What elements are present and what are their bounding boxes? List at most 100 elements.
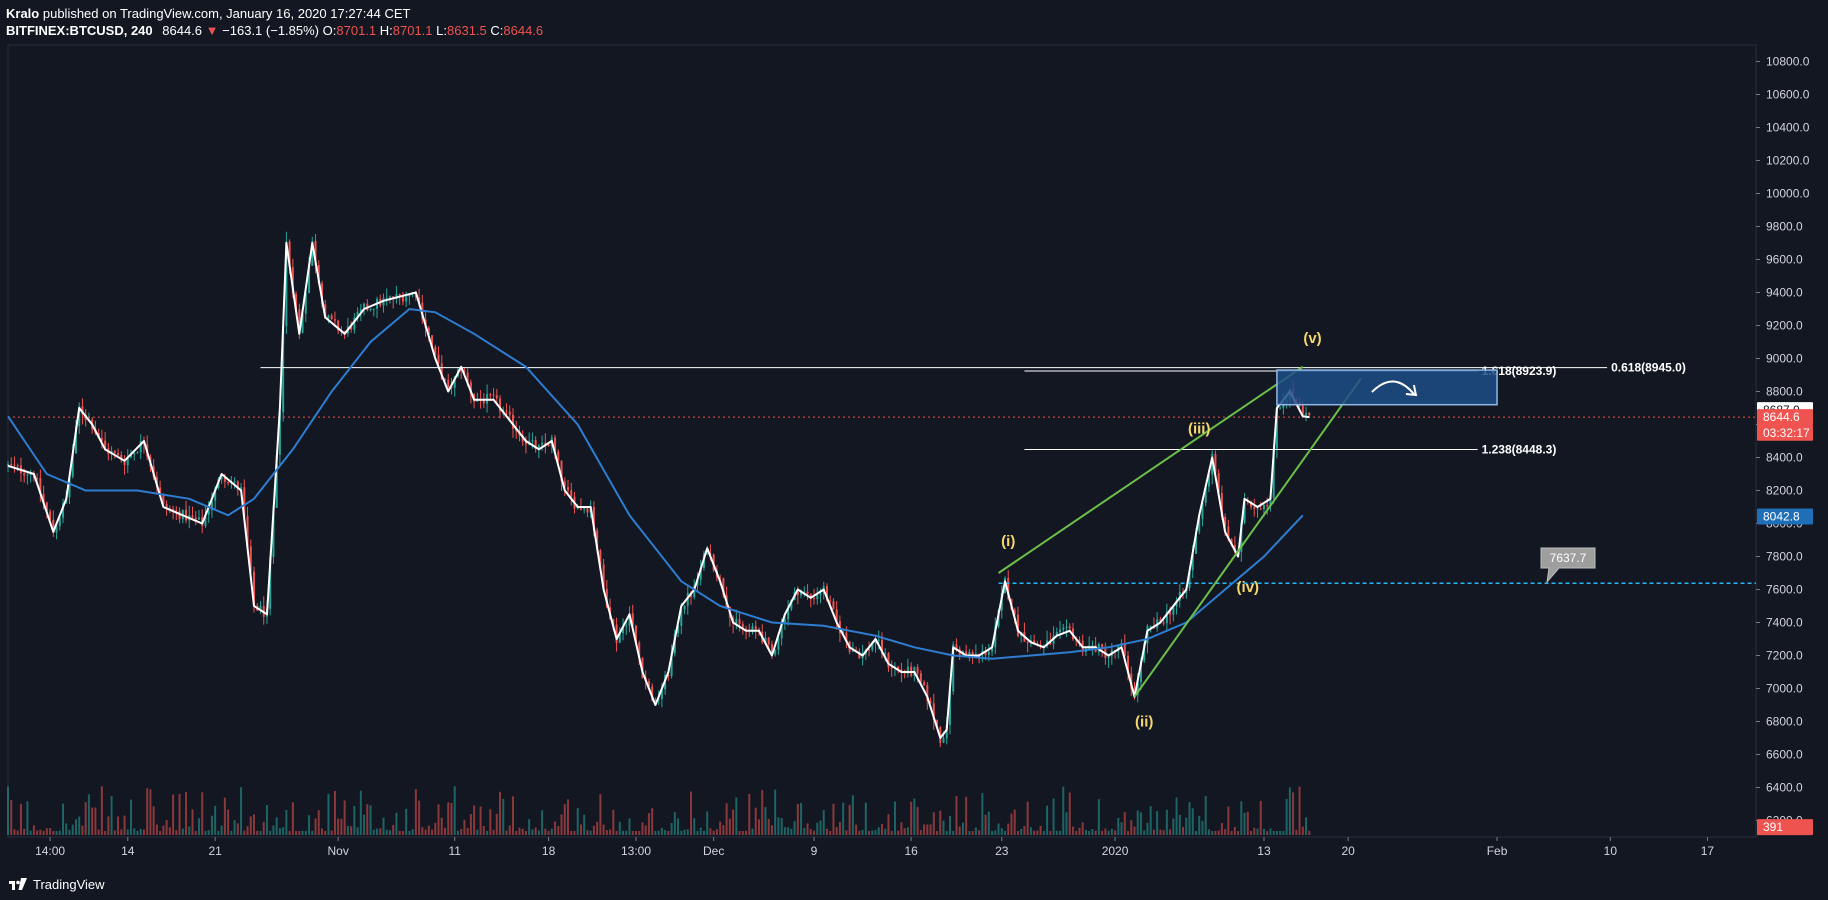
time-axis[interactable]: 14:00 14 21 Nov 11 18 13:00 Dec 9 16 23 2020 13 20 Feb… bbox=[35, 837, 1714, 858]
time-tick-label: 20 bbox=[1341, 844, 1355, 858]
candle-body bbox=[531, 440, 534, 442]
volume-bar bbox=[427, 825, 430, 835]
volume-bar bbox=[702, 830, 705, 835]
candle-body bbox=[735, 619, 738, 624]
volume-bar bbox=[1301, 826, 1304, 835]
candle-body bbox=[612, 619, 615, 625]
volume-bar bbox=[1185, 817, 1188, 835]
volume-bar bbox=[97, 829, 100, 835]
volume-bar bbox=[369, 805, 372, 835]
candle-body bbox=[622, 626, 625, 634]
candle-body bbox=[1275, 408, 1278, 449]
volume-bar bbox=[7, 786, 9, 835]
volume-bar bbox=[537, 830, 540, 835]
volume-bar bbox=[84, 802, 87, 835]
candle-body bbox=[159, 487, 162, 494]
candle-body bbox=[78, 406, 81, 426]
volume-bar bbox=[1246, 812, 1249, 835]
candle-body bbox=[1266, 505, 1269, 507]
candle-body bbox=[599, 550, 602, 565]
footer bbox=[0, 866, 1828, 900]
volume-bar bbox=[10, 800, 13, 835]
volume-bar bbox=[712, 830, 715, 835]
volume-bar bbox=[139, 828, 142, 835]
volume-bar bbox=[424, 829, 427, 835]
candle-body bbox=[489, 394, 492, 396]
candle-body bbox=[330, 315, 333, 320]
candle-body bbox=[236, 481, 239, 490]
time-tick-label: 21 bbox=[208, 844, 222, 858]
candle-body bbox=[437, 354, 440, 364]
volume-bar bbox=[1114, 830, 1117, 835]
candle-body bbox=[625, 625, 628, 627]
price-tick-label: 6400.0 bbox=[1766, 781, 1803, 795]
fib-level-label: 1.618(8923.9) bbox=[1482, 364, 1557, 378]
candle-body bbox=[631, 613, 634, 626]
candle-body bbox=[16, 465, 19, 467]
volume-bar bbox=[55, 831, 58, 835]
price-chart[interactable]: 0.618(8945.0) 1.618(8923.9) 1.238(8448.3) 7… bbox=[0, 0, 1828, 866]
time-tick-label: 9 bbox=[811, 844, 818, 858]
volume-bar bbox=[893, 801, 896, 835]
volume-bar bbox=[1097, 799, 1100, 835]
volume-bar bbox=[647, 813, 650, 835]
volume-bar bbox=[829, 831, 832, 835]
candle-body bbox=[1172, 606, 1175, 615]
candle-body bbox=[453, 376, 456, 388]
candle-body bbox=[511, 414, 514, 429]
price-axis[interactable]: 6200.06400.06600.06800.07000.07200.07400… bbox=[1756, 55, 1810, 828]
chart-header: Kralo published on TradingView.com, Janu… bbox=[0, 0, 1828, 44]
candle-body bbox=[1279, 407, 1282, 409]
volume-bar bbox=[615, 830, 618, 835]
volume-bar bbox=[1062, 786, 1065, 835]
candle-body bbox=[803, 591, 806, 593]
published-text: published on TradingView.com, January 16… bbox=[42, 6, 411, 21]
volume-bar bbox=[1240, 801, 1243, 835]
time-tick-label: 13:00 bbox=[621, 844, 651, 858]
volume-bar bbox=[1104, 828, 1107, 835]
tradingview-logo[interactable]: TradingView bbox=[8, 875, 105, 893]
volume-bar bbox=[1146, 822, 1149, 835]
price-badge-label: 03:32:17 bbox=[1763, 426, 1810, 440]
volume-bar bbox=[1204, 796, 1207, 835]
volume-bar bbox=[265, 804, 268, 835]
volume-bar bbox=[1071, 826, 1074, 835]
symbol-name[interactable]: BITFINEX:BTCUSD, 240 bbox=[6, 23, 153, 38]
price-tick-label: 9200.0 bbox=[1766, 319, 1803, 333]
volume-bar bbox=[722, 825, 725, 835]
candle-body bbox=[677, 625, 680, 634]
volume-bar bbox=[172, 794, 175, 835]
volume-bar bbox=[320, 828, 323, 835]
volume-bar bbox=[890, 830, 893, 835]
volume-bar bbox=[223, 797, 226, 835]
volume-bar bbox=[304, 830, 307, 835]
candle-body bbox=[1101, 644, 1104, 649]
volume-bar bbox=[871, 830, 874, 835]
candle-body bbox=[1162, 622, 1165, 624]
volume-bar bbox=[942, 820, 945, 835]
target-zone[interactable] bbox=[1276, 369, 1498, 406]
candle-body bbox=[275, 454, 278, 508]
volume-bar bbox=[188, 826, 191, 835]
candle-body bbox=[816, 595, 819, 600]
volume-bar bbox=[534, 827, 537, 835]
candle-body bbox=[596, 530, 599, 551]
candle-body bbox=[693, 585, 696, 598]
volume-bar bbox=[819, 820, 822, 835]
volume-bar bbox=[887, 814, 890, 835]
candle-body bbox=[932, 703, 935, 721]
price-callout bbox=[1540, 547, 1596, 584]
volume-bar bbox=[13, 829, 16, 835]
candle-body bbox=[130, 454, 133, 458]
price-tick-label: 10600.0 bbox=[1766, 88, 1810, 102]
volume-bar bbox=[644, 825, 647, 835]
publisher-name[interactable]: Kralo bbox=[6, 6, 40, 21]
price-badge-label: 8644.6 bbox=[1763, 410, 1800, 424]
candle-body bbox=[508, 411, 511, 415]
wave-label: (iv) bbox=[1237, 579, 1260, 596]
candle-body bbox=[120, 454, 123, 461]
volume-bar bbox=[285, 809, 288, 835]
candle-body bbox=[227, 481, 230, 484]
volume-bar bbox=[298, 830, 301, 835]
volume-bar bbox=[1010, 813, 1013, 835]
